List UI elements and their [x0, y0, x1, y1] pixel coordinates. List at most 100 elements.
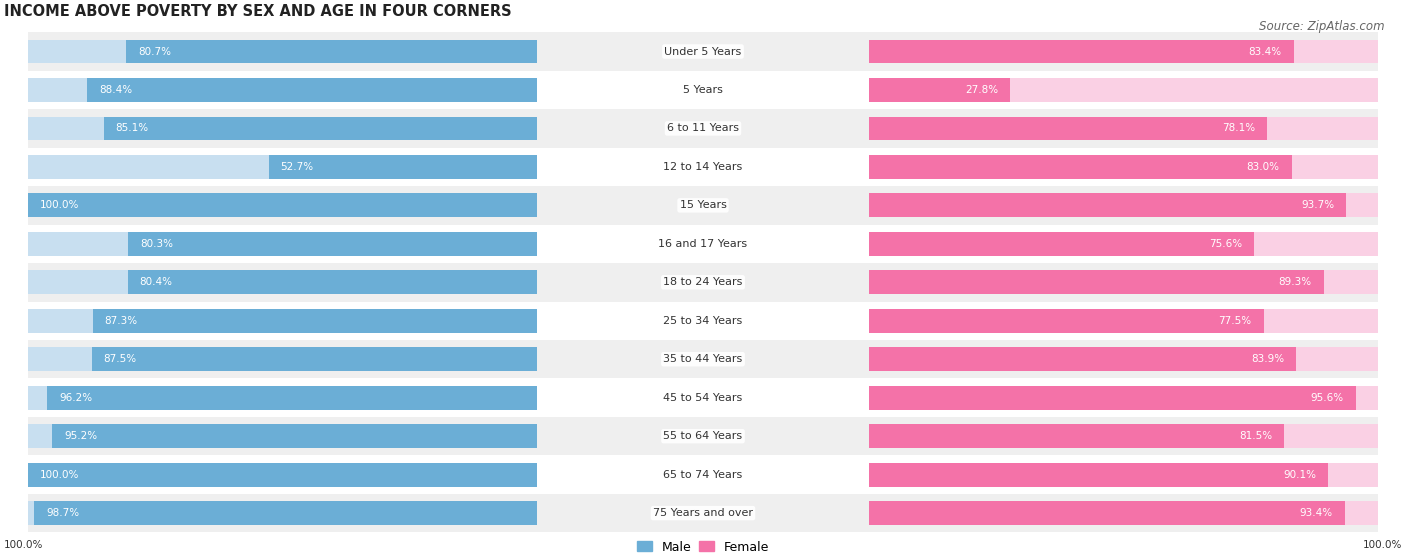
Text: 83.4%: 83.4%	[1249, 46, 1282, 56]
Bar	[869, 501, 1344, 525]
Text: 78.1%: 78.1%	[1222, 124, 1254, 134]
Bar	[869, 463, 1378, 486]
Text: 80.4%: 80.4%	[139, 277, 173, 287]
Bar	[28, 78, 537, 102]
Bar	[28, 40, 537, 63]
Bar	[28, 463, 537, 486]
Text: 45 to 54 Years: 45 to 54 Years	[664, 393, 742, 402]
Text: 65 to 74 Years: 65 to 74 Years	[664, 470, 742, 480]
Bar	[28, 148, 1378, 186]
Bar	[35, 501, 537, 525]
Bar	[28, 193, 537, 217]
Bar	[869, 193, 1346, 217]
Bar	[28, 232, 537, 256]
Bar	[869, 155, 1378, 179]
Text: 88.4%: 88.4%	[98, 85, 132, 95]
Bar	[87, 78, 537, 102]
Text: 18 to 24 Years: 18 to 24 Years	[664, 277, 742, 287]
Bar	[869, 501, 1378, 525]
Text: 90.1%: 90.1%	[1282, 470, 1316, 480]
Bar	[128, 271, 537, 294]
Text: 83.0%: 83.0%	[1247, 162, 1279, 172]
Text: 83.9%: 83.9%	[1251, 354, 1284, 364]
Bar	[28, 116, 537, 140]
Bar	[127, 40, 537, 63]
Bar	[869, 116, 1378, 140]
Bar	[28, 32, 1378, 71]
Bar	[869, 309, 1264, 333]
Bar	[28, 463, 537, 486]
Text: 16 and 17 Years: 16 and 17 Years	[658, 239, 748, 249]
Bar	[28, 109, 1378, 148]
Bar	[869, 78, 1011, 102]
Text: 96.2%: 96.2%	[59, 393, 93, 402]
Text: 85.1%: 85.1%	[115, 124, 149, 134]
Bar	[28, 417, 1378, 456]
Text: 93.4%: 93.4%	[1299, 508, 1333, 518]
Text: 25 to 34 Years: 25 to 34 Years	[664, 316, 742, 326]
Bar	[48, 386, 537, 410]
Bar	[28, 340, 1378, 378]
Text: 80.3%: 80.3%	[141, 239, 173, 249]
Bar	[28, 386, 537, 410]
Bar	[28, 263, 1378, 301]
Text: 89.3%: 89.3%	[1278, 277, 1312, 287]
Bar	[869, 386, 1378, 410]
Text: 35 to 44 Years: 35 to 44 Years	[664, 354, 742, 364]
Bar	[869, 271, 1378, 294]
Bar	[869, 40, 1294, 63]
Bar	[869, 232, 1254, 256]
Text: 77.5%: 77.5%	[1219, 316, 1251, 326]
Bar	[869, 232, 1378, 256]
Text: 87.5%: 87.5%	[104, 354, 136, 364]
Text: 100.0%: 100.0%	[1362, 540, 1402, 550]
Text: 95.6%: 95.6%	[1310, 393, 1344, 402]
Text: 95.2%: 95.2%	[65, 431, 97, 441]
Text: 75 Years and over: 75 Years and over	[652, 508, 754, 518]
Bar	[869, 40, 1378, 63]
Bar	[869, 116, 1267, 140]
Bar	[869, 424, 1284, 448]
Bar	[869, 386, 1355, 410]
Text: 6 to 11 Years: 6 to 11 Years	[666, 124, 740, 134]
Text: 100.0%: 100.0%	[4, 540, 44, 550]
Bar	[128, 232, 537, 256]
Bar	[269, 155, 537, 179]
Text: 100.0%: 100.0%	[39, 200, 79, 210]
Text: 5 Years: 5 Years	[683, 85, 723, 95]
Bar	[869, 347, 1296, 371]
Bar	[28, 271, 537, 294]
Bar	[28, 378, 1378, 417]
Bar	[869, 463, 1327, 486]
Text: 55 to 64 Years: 55 to 64 Years	[664, 431, 742, 441]
Bar	[869, 347, 1378, 371]
Text: 87.3%: 87.3%	[104, 316, 138, 326]
Bar	[28, 186, 1378, 225]
Bar	[28, 301, 1378, 340]
Bar	[93, 309, 537, 333]
Text: 52.7%: 52.7%	[281, 162, 314, 172]
Bar	[869, 309, 1378, 333]
Bar	[52, 424, 537, 448]
Bar	[869, 155, 1292, 179]
Text: Source: ZipAtlas.com: Source: ZipAtlas.com	[1260, 20, 1385, 32]
Bar	[28, 309, 537, 333]
Bar	[28, 424, 537, 448]
Bar	[28, 494, 1378, 532]
Legend: Male, Female: Male, Female	[631, 536, 775, 558]
Text: 12 to 14 Years: 12 to 14 Years	[664, 162, 742, 172]
Text: 15 Years: 15 Years	[679, 200, 727, 210]
Text: 75.6%: 75.6%	[1209, 239, 1241, 249]
Bar	[28, 347, 537, 371]
Bar	[869, 424, 1378, 448]
Text: 27.8%: 27.8%	[966, 85, 998, 95]
Text: 93.7%: 93.7%	[1301, 200, 1334, 210]
Bar	[91, 347, 537, 371]
Bar	[28, 225, 1378, 263]
Bar	[869, 78, 1378, 102]
Bar	[869, 193, 1378, 217]
Text: 100.0%: 100.0%	[39, 470, 79, 480]
Bar	[28, 71, 1378, 109]
Bar	[28, 501, 537, 525]
Text: INCOME ABOVE POVERTY BY SEX AND AGE IN FOUR CORNERS: INCOME ABOVE POVERTY BY SEX AND AGE IN F…	[4, 4, 512, 19]
